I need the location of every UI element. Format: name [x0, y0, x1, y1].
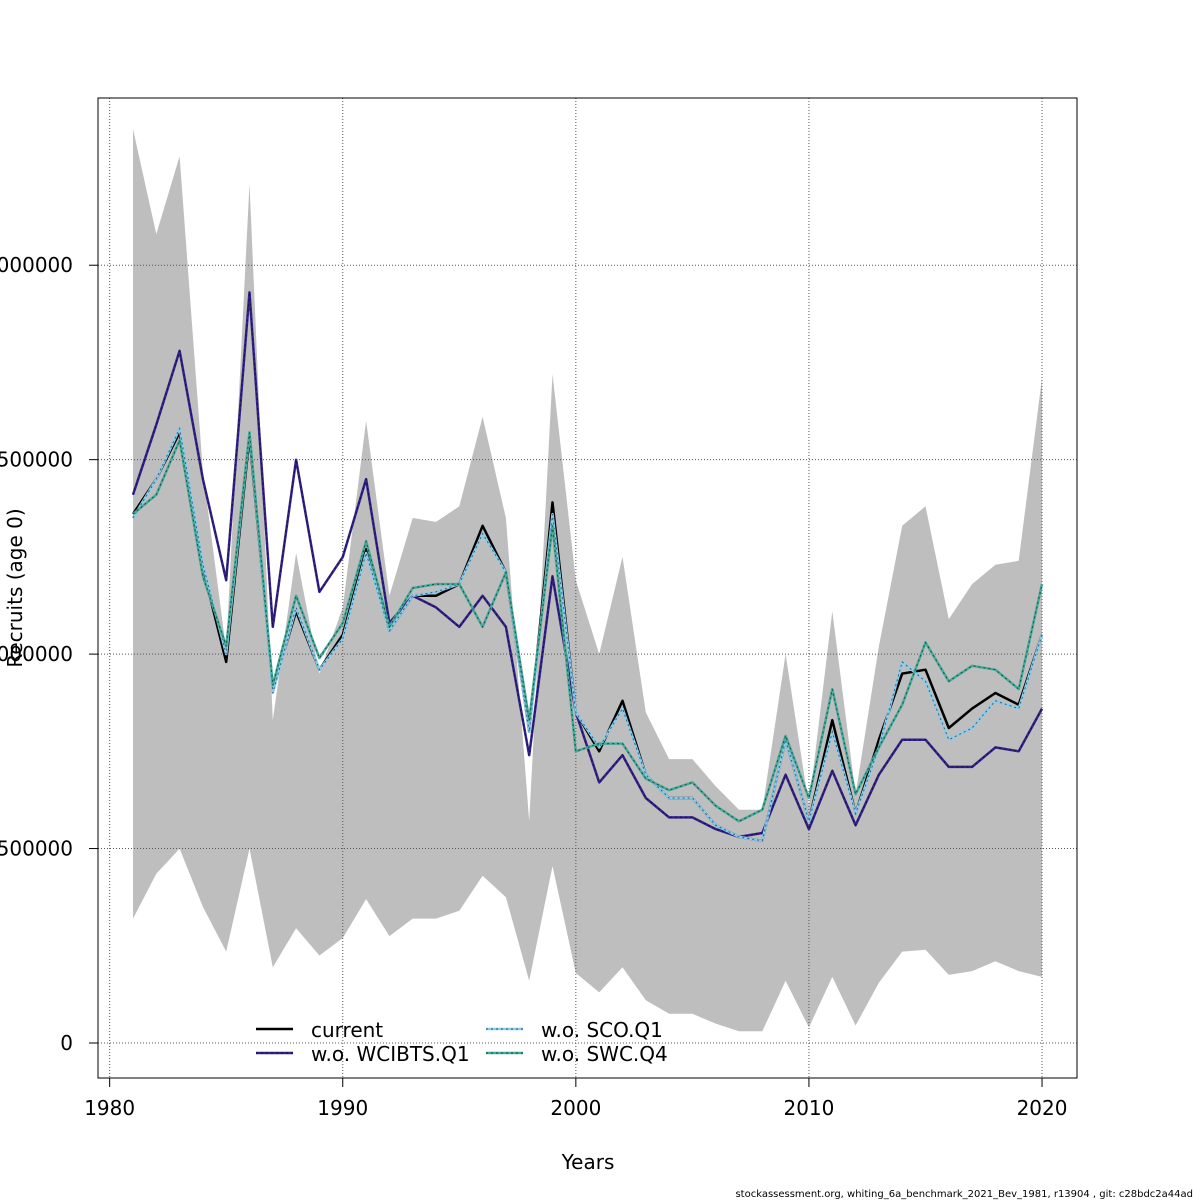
y-tick-label-1000000: 1000000	[0, 642, 73, 666]
legend-item-2: w.o. SCO.Q1	[486, 1018, 663, 1042]
x-tick-label-2020: 2020	[1017, 1096, 1068, 1120]
y-tick-label-2000000: 2000000	[0, 253, 73, 277]
x-axis: 1980 1990 2000 2010 2020	[84, 1077, 1068, 1120]
legend-label-0: current	[311, 1018, 383, 1042]
series-line-dots-2	[132, 426, 1043, 842]
y-axis: 0 500000 1000000 1500000 2000000	[0, 253, 99, 1055]
x-axis-title: Years	[561, 1150, 615, 1174]
legend-item-0: current	[256, 1018, 383, 1042]
series-layer	[131, 291, 1044, 843]
x-tick-label-2000: 2000	[550, 1096, 601, 1120]
y-axis-title: Recruits (age 0)	[3, 508, 27, 667]
confidence-band-layer	[133, 129, 1042, 1032]
legend-label-1: w.o. WCIBTS.Q1	[311, 1042, 470, 1066]
confidence-band	[133, 129, 1042, 1032]
footer-note: stockassessment.org, whiting_6a_benchmar…	[735, 1189, 1193, 1200]
series-line-dots-3	[132, 432, 1043, 822]
legend-item-1: w.o. WCIBTS.Q1	[256, 1042, 470, 1066]
x-tick-label-1980: 1980	[84, 1096, 135, 1120]
legend-item-3: w.o. SWC.Q4	[486, 1042, 668, 1066]
y-tick-label-0: 0	[60, 1031, 73, 1055]
legend-label-3: w.o. SWC.Q4	[541, 1042, 668, 1066]
y-tick-label-1500000: 1500000	[0, 448, 73, 472]
x-tick-label-2010: 2010	[783, 1096, 834, 1120]
y-tick-label-500000: 500000	[0, 837, 73, 861]
legend-label-2: w.o. SCO.Q1	[541, 1018, 663, 1042]
x-tick-label-1990: 1990	[317, 1096, 368, 1120]
